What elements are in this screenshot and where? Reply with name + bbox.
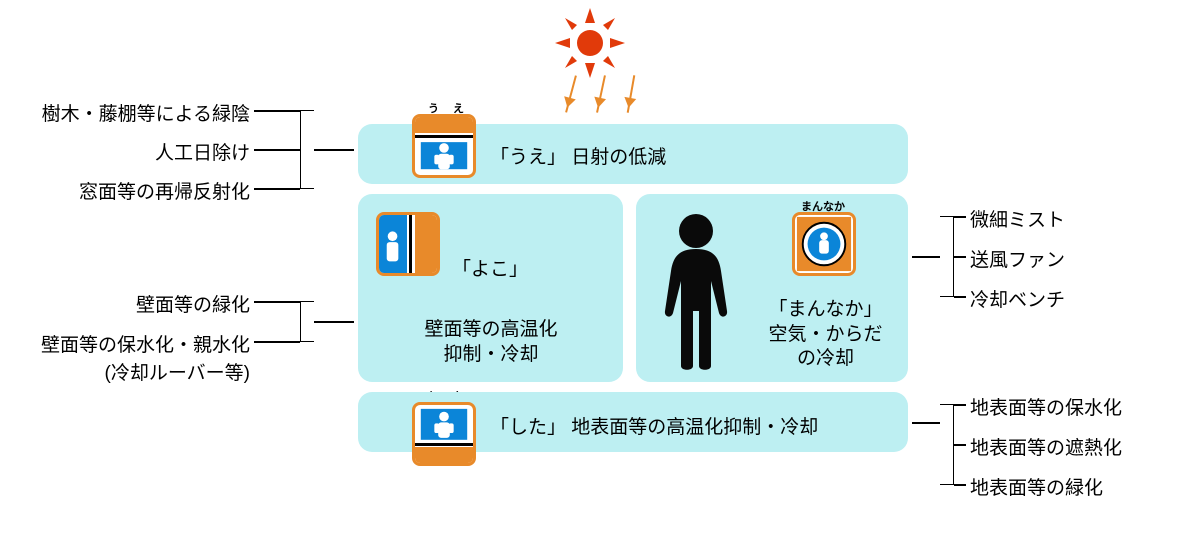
connector <box>954 484 966 486</box>
bracket <box>300 110 314 189</box>
connector <box>254 149 300 151</box>
title-ue: 「うえ」 日射の低減 <box>490 142 666 169</box>
sun-arrow-icon <box>565 75 577 112</box>
left-yoko-2: (冷却ルーバー等) <box>105 358 250 385</box>
connector <box>954 444 966 446</box>
right-shita-0: 地表面等の保水化 <box>970 393 1122 420</box>
bracket <box>940 404 954 485</box>
right-shita-1: 地表面等の遮熱化 <box>970 433 1122 460</box>
left-ue-2: 窓面等の再帰反射化 <box>79 177 250 204</box>
title-yoko: 「よこ」 <box>452 254 528 281</box>
sun-icon <box>555 8 625 78</box>
icon-shita <box>412 402 476 466</box>
bracket <box>300 301 314 342</box>
desc-mannaka: 「まんなか」 空気・からだ の冷却 <box>748 298 903 372</box>
person-icon <box>379 215 437 273</box>
bracket <box>940 216 954 297</box>
center-ring-icon <box>795 215 853 273</box>
connector <box>254 110 300 112</box>
icon-yoko <box>376 212 440 276</box>
sun-arrow-icon <box>596 75 606 113</box>
person-icon <box>415 117 473 175</box>
left-yoko-1: 壁面等の保水化・親水化 <box>41 330 250 357</box>
left-ue-0: 樹木・藤棚等による緑陰 <box>42 99 250 126</box>
sun-group <box>555 8 625 78</box>
icon-mannaka <box>792 212 856 276</box>
right-man-0: 微細ミスト <box>970 205 1065 232</box>
connector <box>314 149 354 151</box>
right-man-2: 冷却ベンチ <box>970 285 1065 312</box>
big-person-icon <box>651 211 741 371</box>
left-ue-1: 人工日除け <box>155 138 250 165</box>
connector <box>954 404 966 406</box>
sun-arrow-icon <box>627 75 636 113</box>
desc-yoko: 壁面等の高温化抑制・冷却 <box>372 318 610 367</box>
right-man-1: 送風ファン <box>970 245 1065 272</box>
connector <box>254 341 300 343</box>
connector <box>314 321 354 323</box>
connector <box>254 301 300 303</box>
connector <box>954 216 966 218</box>
icon-ue <box>412 114 476 178</box>
connector <box>954 256 966 258</box>
connector <box>912 256 940 258</box>
right-shita-2: 地表面等の緑化 <box>970 473 1103 500</box>
connector <box>912 422 940 424</box>
connector <box>254 188 300 190</box>
title-shita: 「した」 地表面等の高温化抑制・冷却 <box>490 412 818 439</box>
connector <box>954 296 966 298</box>
left-yoko-0: 壁面等の緑化 <box>136 290 250 317</box>
